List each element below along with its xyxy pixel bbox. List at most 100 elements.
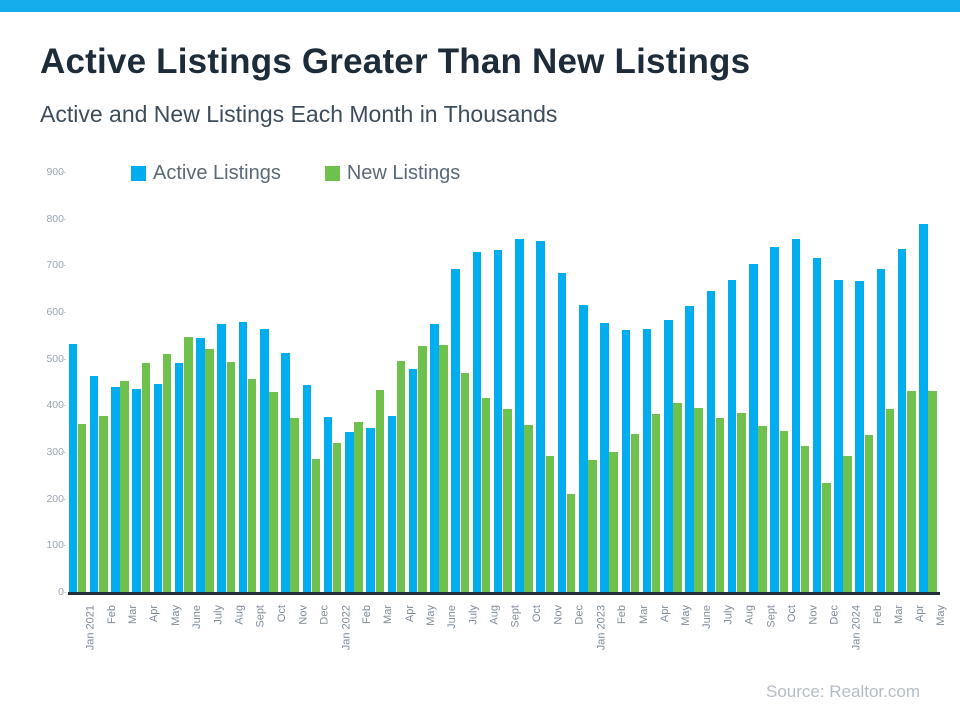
bar-group <box>578 172 599 592</box>
plot-area <box>61 172 940 595</box>
new-listings-bar <box>907 390 916 592</box>
active-listings-bar <box>727 279 737 592</box>
x-axis-cell: Dec <box>812 599 841 684</box>
active-listings-bar <box>855 281 864 592</box>
x-axis-cell: Nov <box>281 599 309 684</box>
new-listings-bar <box>566 494 576 592</box>
y-axis-tick-label: 900 <box>46 166 64 178</box>
active-listings-bar <box>430 324 439 592</box>
active-listings-bar <box>536 241 545 592</box>
bar-group <box>855 172 876 592</box>
x-axis-cell: Apr <box>132 599 160 684</box>
bar-group <box>515 172 536 592</box>
x-axis-cell: Mar <box>111 599 139 684</box>
active-listings-bar <box>111 386 120 592</box>
x-axis-cell: Mar <box>876 599 905 684</box>
bar-group <box>238 172 259 592</box>
bar-group <box>642 172 663 592</box>
x-axis-cell: Sept <box>493 599 522 684</box>
y-axis: 900 800 700 600 500 400 300 200 100 0 <box>0 0 64 720</box>
active-listings-bar <box>472 252 482 592</box>
x-axis-cell: Aug <box>472 599 501 684</box>
chart-subtitle: Active and New Listings Each Month in Th… <box>40 101 558 127</box>
active-listings-bar <box>706 290 716 592</box>
y-axis-tick-mark <box>61 545 66 547</box>
bar-group <box>897 172 918 592</box>
x-axis-cell: July <box>451 599 479 684</box>
active-listings-bar <box>153 384 163 592</box>
y-axis-tick-mark <box>61 358 66 360</box>
x-axis-cell: Feb <box>855 599 883 684</box>
active-listings-bar <box>89 375 99 592</box>
active-listings-bar <box>579 304 588 592</box>
x-axis-cell: Jan 2022 <box>323 599 352 684</box>
x-axis-cell: Jan 2021 <box>68 599 97 684</box>
x-axis-cell: Aug <box>217 599 246 684</box>
new-listings-bar <box>673 403 682 592</box>
bar-group <box>493 172 514 592</box>
x-axis-cell: Apr <box>387 599 416 684</box>
new-listings-bar <box>99 416 108 592</box>
active-listings-bar <box>876 268 886 592</box>
active-listings-bar <box>238 322 248 592</box>
new-listings-bar <box>269 392 278 592</box>
new-listings-bar <box>77 424 87 592</box>
x-axis-cell: Oct <box>770 599 798 684</box>
active-listings-bar <box>387 416 397 592</box>
bar-group <box>217 172 238 592</box>
active-listings-bar <box>302 385 312 592</box>
y-axis-tick-label: 100 <box>46 539 64 552</box>
new-listings-bar <box>651 413 661 592</box>
active-listings-bar <box>196 337 205 592</box>
x-axis-cell: Apr <box>642 599 671 684</box>
active-listings-bar <box>685 305 694 592</box>
y-axis-tick-mark <box>61 592 66 593</box>
bar-group <box>706 172 727 592</box>
x-axis-cell: July <box>706 599 735 684</box>
y-axis-tick-label: 700 <box>46 259 64 272</box>
active-listings-bar <box>260 328 269 592</box>
x-axis-cell: Oct <box>259 599 288 684</box>
x-axis-cell: Apr <box>897 599 926 684</box>
new-listings-swatch-icon <box>324 166 340 181</box>
y-axis-tick-mark <box>61 405 66 407</box>
bar-group <box>770 172 791 592</box>
active-listings-bar <box>557 272 567 592</box>
active-listings-bar <box>621 330 631 592</box>
active-listings-bar <box>897 248 907 592</box>
bar-group <box>174 172 195 592</box>
new-listings-bar <box>843 456 852 592</box>
y-axis-tick-mark <box>61 265 66 267</box>
new-listings-bar <box>375 390 384 592</box>
x-axis-cell: Sept <box>749 599 777 684</box>
active-listings-bar <box>770 247 779 592</box>
x-axis-cell: Dec <box>557 599 586 684</box>
active-listings-bar <box>664 320 673 592</box>
bar-group <box>727 172 748 592</box>
y-axis-tick-label: 300 <box>46 446 64 458</box>
bar-group <box>111 172 132 592</box>
y-axis-tick-mark <box>61 218 66 220</box>
y-axis-tick-label: 600 <box>46 306 64 318</box>
new-listings-bar <box>226 361 236 592</box>
bar-group <box>387 172 408 592</box>
new-listings-bar <box>864 435 874 592</box>
active-listings-bar <box>812 257 822 592</box>
bar-group <box>344 172 365 592</box>
legend-label-active-listings: Active Listings <box>153 162 281 184</box>
legend-item-active-listings: Active Listings <box>131 162 281 185</box>
x-axis-cell: Jan 2024 <box>834 599 862 684</box>
new-listings-bar <box>162 354 172 592</box>
active-listings-bar <box>281 352 290 592</box>
active-listings-bar <box>493 250 503 592</box>
bar-group <box>430 172 451 592</box>
bar-group <box>323 172 344 592</box>
new-listings-bar <box>737 412 746 592</box>
new-listings-bar <box>885 408 895 592</box>
bar-group <box>281 172 302 592</box>
new-listings-bar <box>354 422 363 592</box>
active-listings-bar <box>749 264 758 592</box>
x-axis-cell: May <box>153 599 182 684</box>
x-axis-cell: Dec <box>302 599 331 684</box>
new-listings-bar <box>503 409 512 592</box>
